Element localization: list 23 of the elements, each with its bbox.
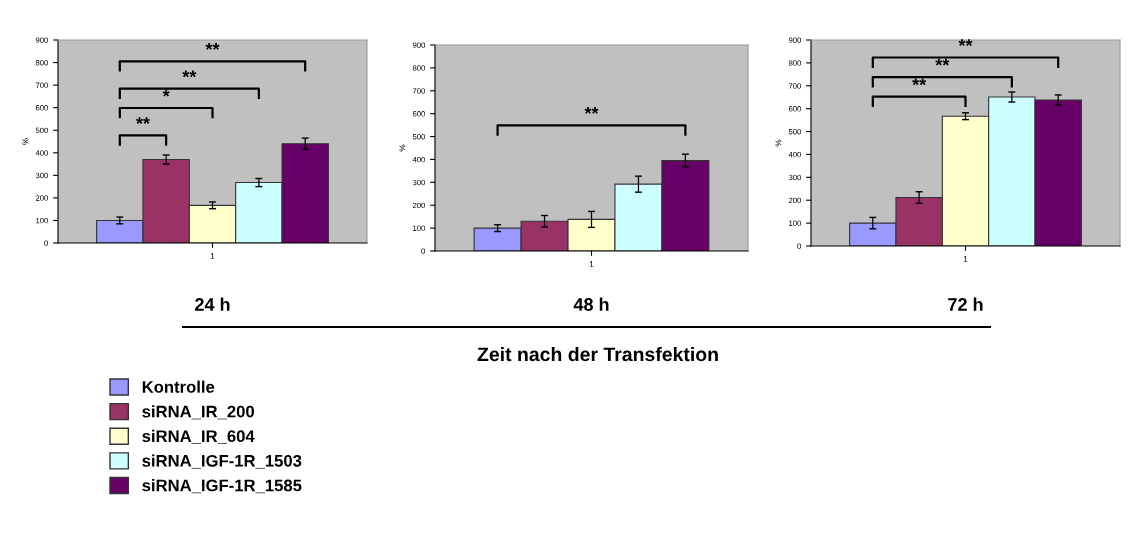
annotation: ** [912,78,927,86]
x-axis-title: 24 h [195,297,230,311]
y-axis-title: % [399,144,406,152]
annotation: * [162,89,170,97]
y-axis-title: % [775,139,782,147]
legend-label: siRNA_IGF-1R_1585 [142,479,302,494]
annotation: ** [182,70,197,78]
text: Zeit nach der Transfektion [477,346,718,362]
legend-label: Kontrolle [142,380,215,393]
legend-label: siRNA_IR_604 [142,429,255,444]
legend-label: siRNA_IR_200 [142,405,254,420]
x-axis-title: 72 h [948,297,983,311]
annotation: ** [958,39,973,46]
x-tick-label: 1 [210,253,215,259]
legend-label: siRNA_IGF-1R_1503 [142,454,302,469]
annotation: ** [205,43,220,50]
annotation: ** [935,58,950,66]
annotation: ** [584,107,599,114]
y-axis-title: % [22,138,29,145]
x-axis-title: 48 h [573,297,609,311]
x-tick-label: 1 [963,256,968,262]
x-tick-label: 1 [589,261,594,267]
annotation: ** [136,117,150,124]
